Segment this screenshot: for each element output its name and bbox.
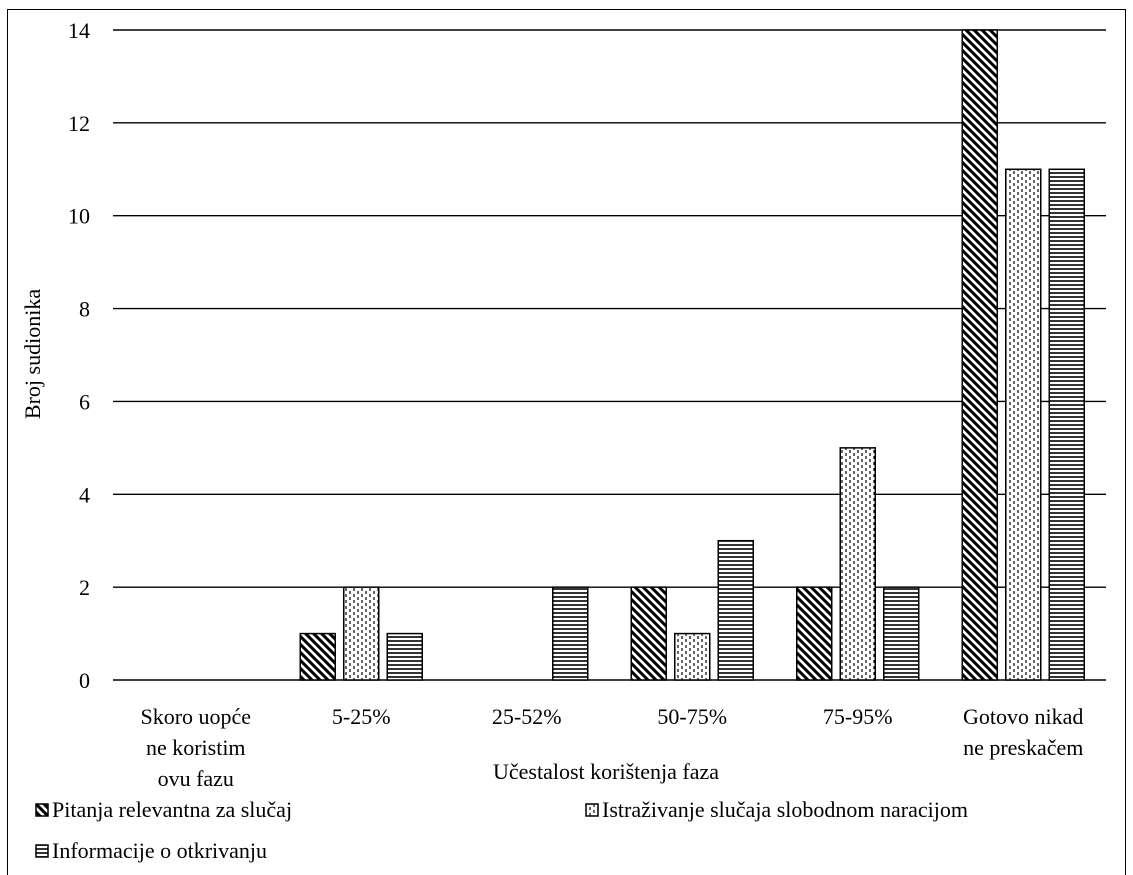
x-category-labels: Skoro uopće ne koristim ovu fazu 5-25% 25-52… — [140, 704, 1083, 791]
y-tick-label: 6 — [79, 389, 90, 414]
bars — [299, 29, 1085, 681]
chart-frame — [7, 9, 1126, 875]
x-tick-label: 25-52% — [492, 704, 562, 729]
bar — [386, 632, 423, 681]
legend-label: Pitanja relevantna za slučaj — [52, 797, 292, 822]
x-axis-title: Učestalost korištenja faza — [493, 759, 719, 784]
bar — [961, 29, 998, 681]
gridlines — [113, 29, 1106, 681]
y-tick-label: 4 — [79, 482, 90, 507]
x-tick-label: ovu fazu — [158, 766, 234, 791]
x-tick-label: ne koristim — [146, 735, 246, 760]
legend-label: Istraživanje slučaja slobodnom naracijom — [602, 797, 968, 822]
bar — [674, 632, 711, 681]
bar — [630, 586, 667, 681]
x-tick-label: ne preskačem — [963, 735, 1083, 760]
bar — [552, 586, 589, 681]
x-tick-label: 75-95% — [823, 704, 893, 729]
bar — [883, 586, 920, 681]
bar — [839, 447, 876, 681]
legend-swatch — [35, 803, 49, 817]
bar — [796, 586, 833, 681]
bar — [717, 539, 754, 681]
legend-swatch — [585, 803, 599, 817]
x-tick-label: Skoro uopće — [140, 704, 251, 729]
y-tick-labels: 0 2 4 6 8 10 12 14 — [68, 18, 90, 693]
x-tick-label: 5-25% — [332, 704, 391, 729]
x-tick-label: Gotovo nikad — [963, 704, 1083, 729]
y-tick-label: 12 — [68, 111, 90, 136]
bar — [1005, 168, 1042, 681]
y-tick-label: 8 — [79, 297, 90, 322]
y-tick-label: 14 — [68, 18, 90, 43]
x-tick-label: 50-75% — [657, 704, 727, 729]
bar — [1048, 168, 1085, 681]
y-axis-title: Broj sudionika — [20, 289, 45, 419]
y-tick-label: 10 — [68, 204, 90, 229]
legend-swatch — [35, 844, 49, 858]
bar — [343, 586, 380, 681]
bar — [299, 632, 336, 681]
legend-label: Informacije o otkrivanju — [52, 838, 267, 863]
y-tick-label: 0 — [79, 668, 90, 693]
legend: Pitanja relevantna za slučaj Istraživanje… — [35, 797, 968, 863]
y-tick-label: 2 — [79, 575, 90, 600]
